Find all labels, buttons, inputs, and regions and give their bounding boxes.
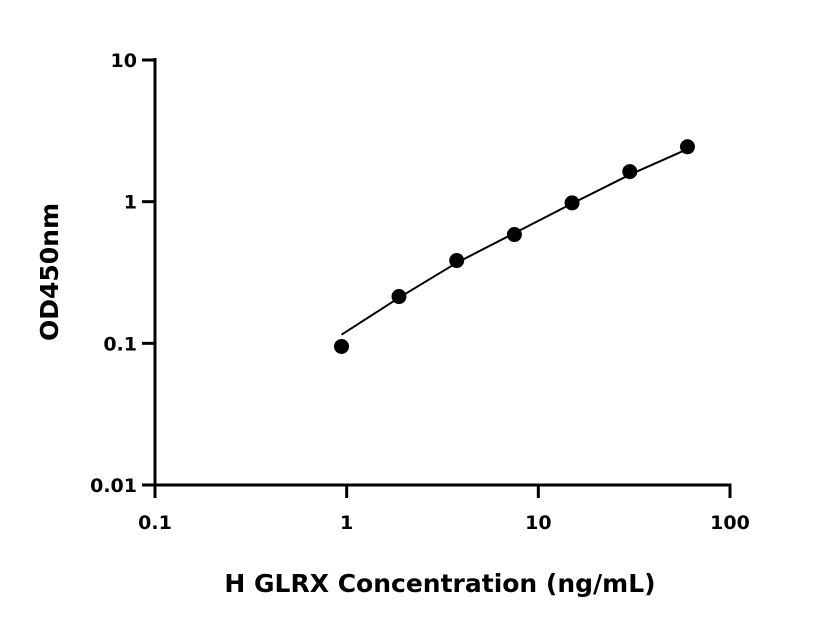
x-tick-label: 10: [525, 512, 551, 534]
data-point: [564, 195, 580, 211]
x-tick-label: 0.1: [138, 512, 172, 534]
data-point: [679, 139, 695, 155]
data-point: [334, 338, 350, 354]
y-tick-label: 0.01: [90, 475, 137, 497]
y-tick-label: 1: [124, 192, 137, 214]
data-point: [391, 289, 407, 305]
y-axis-ticks: 0.01 0.1 1 10: [90, 50, 155, 497]
x-tick-label: 100: [710, 512, 750, 534]
plot-area: [334, 139, 695, 354]
y-tick-label: 0.1: [103, 333, 137, 355]
x-axis-ticks: 0.1 1 10 100: [138, 485, 750, 534]
x-axis-label: H GLRX Concentration (ng/mL): [224, 569, 655, 598]
x-tick-label: 1: [340, 512, 353, 534]
y-tick-label: 10: [111, 50, 137, 72]
data-point: [506, 227, 522, 243]
data-point: [622, 164, 638, 180]
y-axis-label: OD450nm: [35, 203, 64, 341]
data-point: [449, 253, 465, 269]
